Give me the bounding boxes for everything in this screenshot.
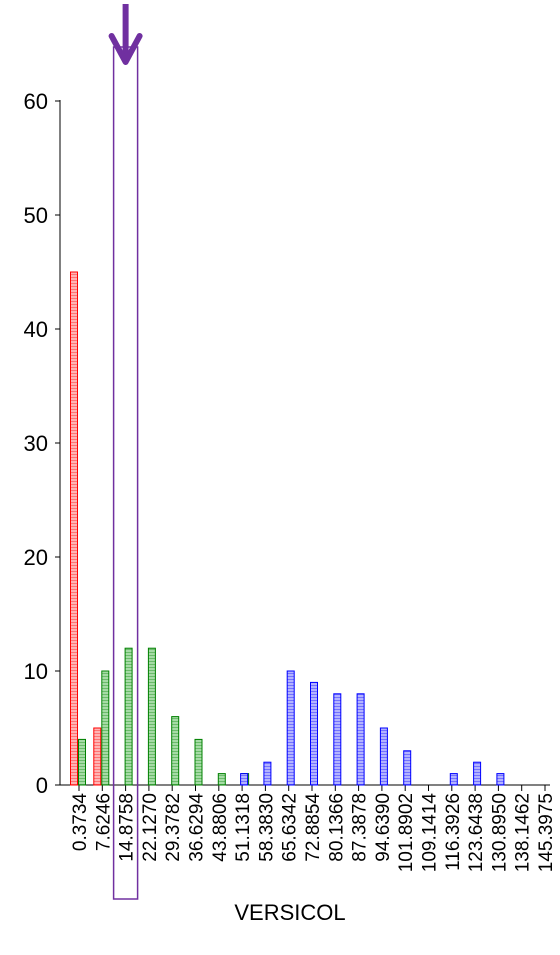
- x-tick-label: 43.8806: [210, 793, 231, 862]
- bar: [217, 773, 226, 786]
- bar: [379, 727, 388, 786]
- x-tick-label: 14.8758: [117, 793, 138, 862]
- y-tick-label: 60: [24, 89, 48, 114]
- bar: [240, 773, 249, 786]
- x-tick-label: 72.8854: [303, 793, 324, 862]
- y-tick-label: 40: [24, 317, 48, 342]
- y-tick-labels: 0 10 20 30 40 50 60: [24, 89, 48, 798]
- x-tick-label: 138.1462: [513, 793, 534, 872]
- bar: [78, 738, 86, 786]
- x-tick-labels: 0.3734 7.6246 14.8758 22.1270 29.3782 36.6294…: [70, 793, 557, 873]
- x-tick-label: 58.3830: [256, 793, 277, 862]
- x-tick-label: 130.8950: [489, 793, 510, 872]
- x-tick-label: 145.3975: [536, 793, 557, 872]
- bar: [403, 750, 412, 786]
- bar: [449, 773, 458, 786]
- x-tick-label: 80.1366: [326, 793, 347, 862]
- x-axis-label: VERSICOL: [234, 900, 345, 925]
- x-tick-label: 0.3734: [70, 793, 91, 852]
- x-tick-label: 94.6390: [373, 793, 394, 862]
- bar: [496, 773, 505, 786]
- bar: [171, 716, 180, 786]
- bars: [70, 271, 505, 786]
- x-tick-label: 7.6246: [93, 793, 114, 851]
- arrow-down-icon: [108, 33, 143, 65]
- bar: [101, 670, 110, 786]
- bar: [333, 693, 342, 786]
- x-tick-label: 22.1270: [140, 793, 161, 862]
- bar: [147, 647, 156, 786]
- x-tick-label: 36.6294: [187, 793, 208, 862]
- bar: [263, 761, 272, 786]
- bar: [124, 647, 133, 786]
- bar: [356, 693, 365, 786]
- x-tick-label: 109.1414: [420, 793, 441, 873]
- bar: [70, 271, 78, 786]
- x-tick-label: 101.8902: [396, 793, 417, 872]
- axes: [55, 100, 550, 791]
- x-tick-label: 51.1318: [233, 793, 254, 862]
- y-tick-label: 0: [36, 773, 48, 798]
- x-tick-label: 87.3878: [350, 793, 371, 862]
- bar: [310, 681, 318, 786]
- y-tick-label: 30: [24, 431, 48, 456]
- x-tick-label: 65.6342: [280, 793, 301, 862]
- x-tick-label: 123.6438: [466, 793, 487, 872]
- y-tick-label: 50: [24, 203, 48, 228]
- x-tick-label: 116.3926: [443, 793, 464, 871]
- bar: [93, 727, 102, 786]
- highlight-annotation: [108, 4, 143, 900]
- bar: [286, 670, 295, 786]
- bar: [473, 761, 482, 786]
- bar: [194, 738, 203, 786]
- y-tick-label: 10: [24, 659, 48, 684]
- y-tick-label: 20: [24, 545, 48, 570]
- x-tick-label: 29.3782: [163, 793, 184, 862]
